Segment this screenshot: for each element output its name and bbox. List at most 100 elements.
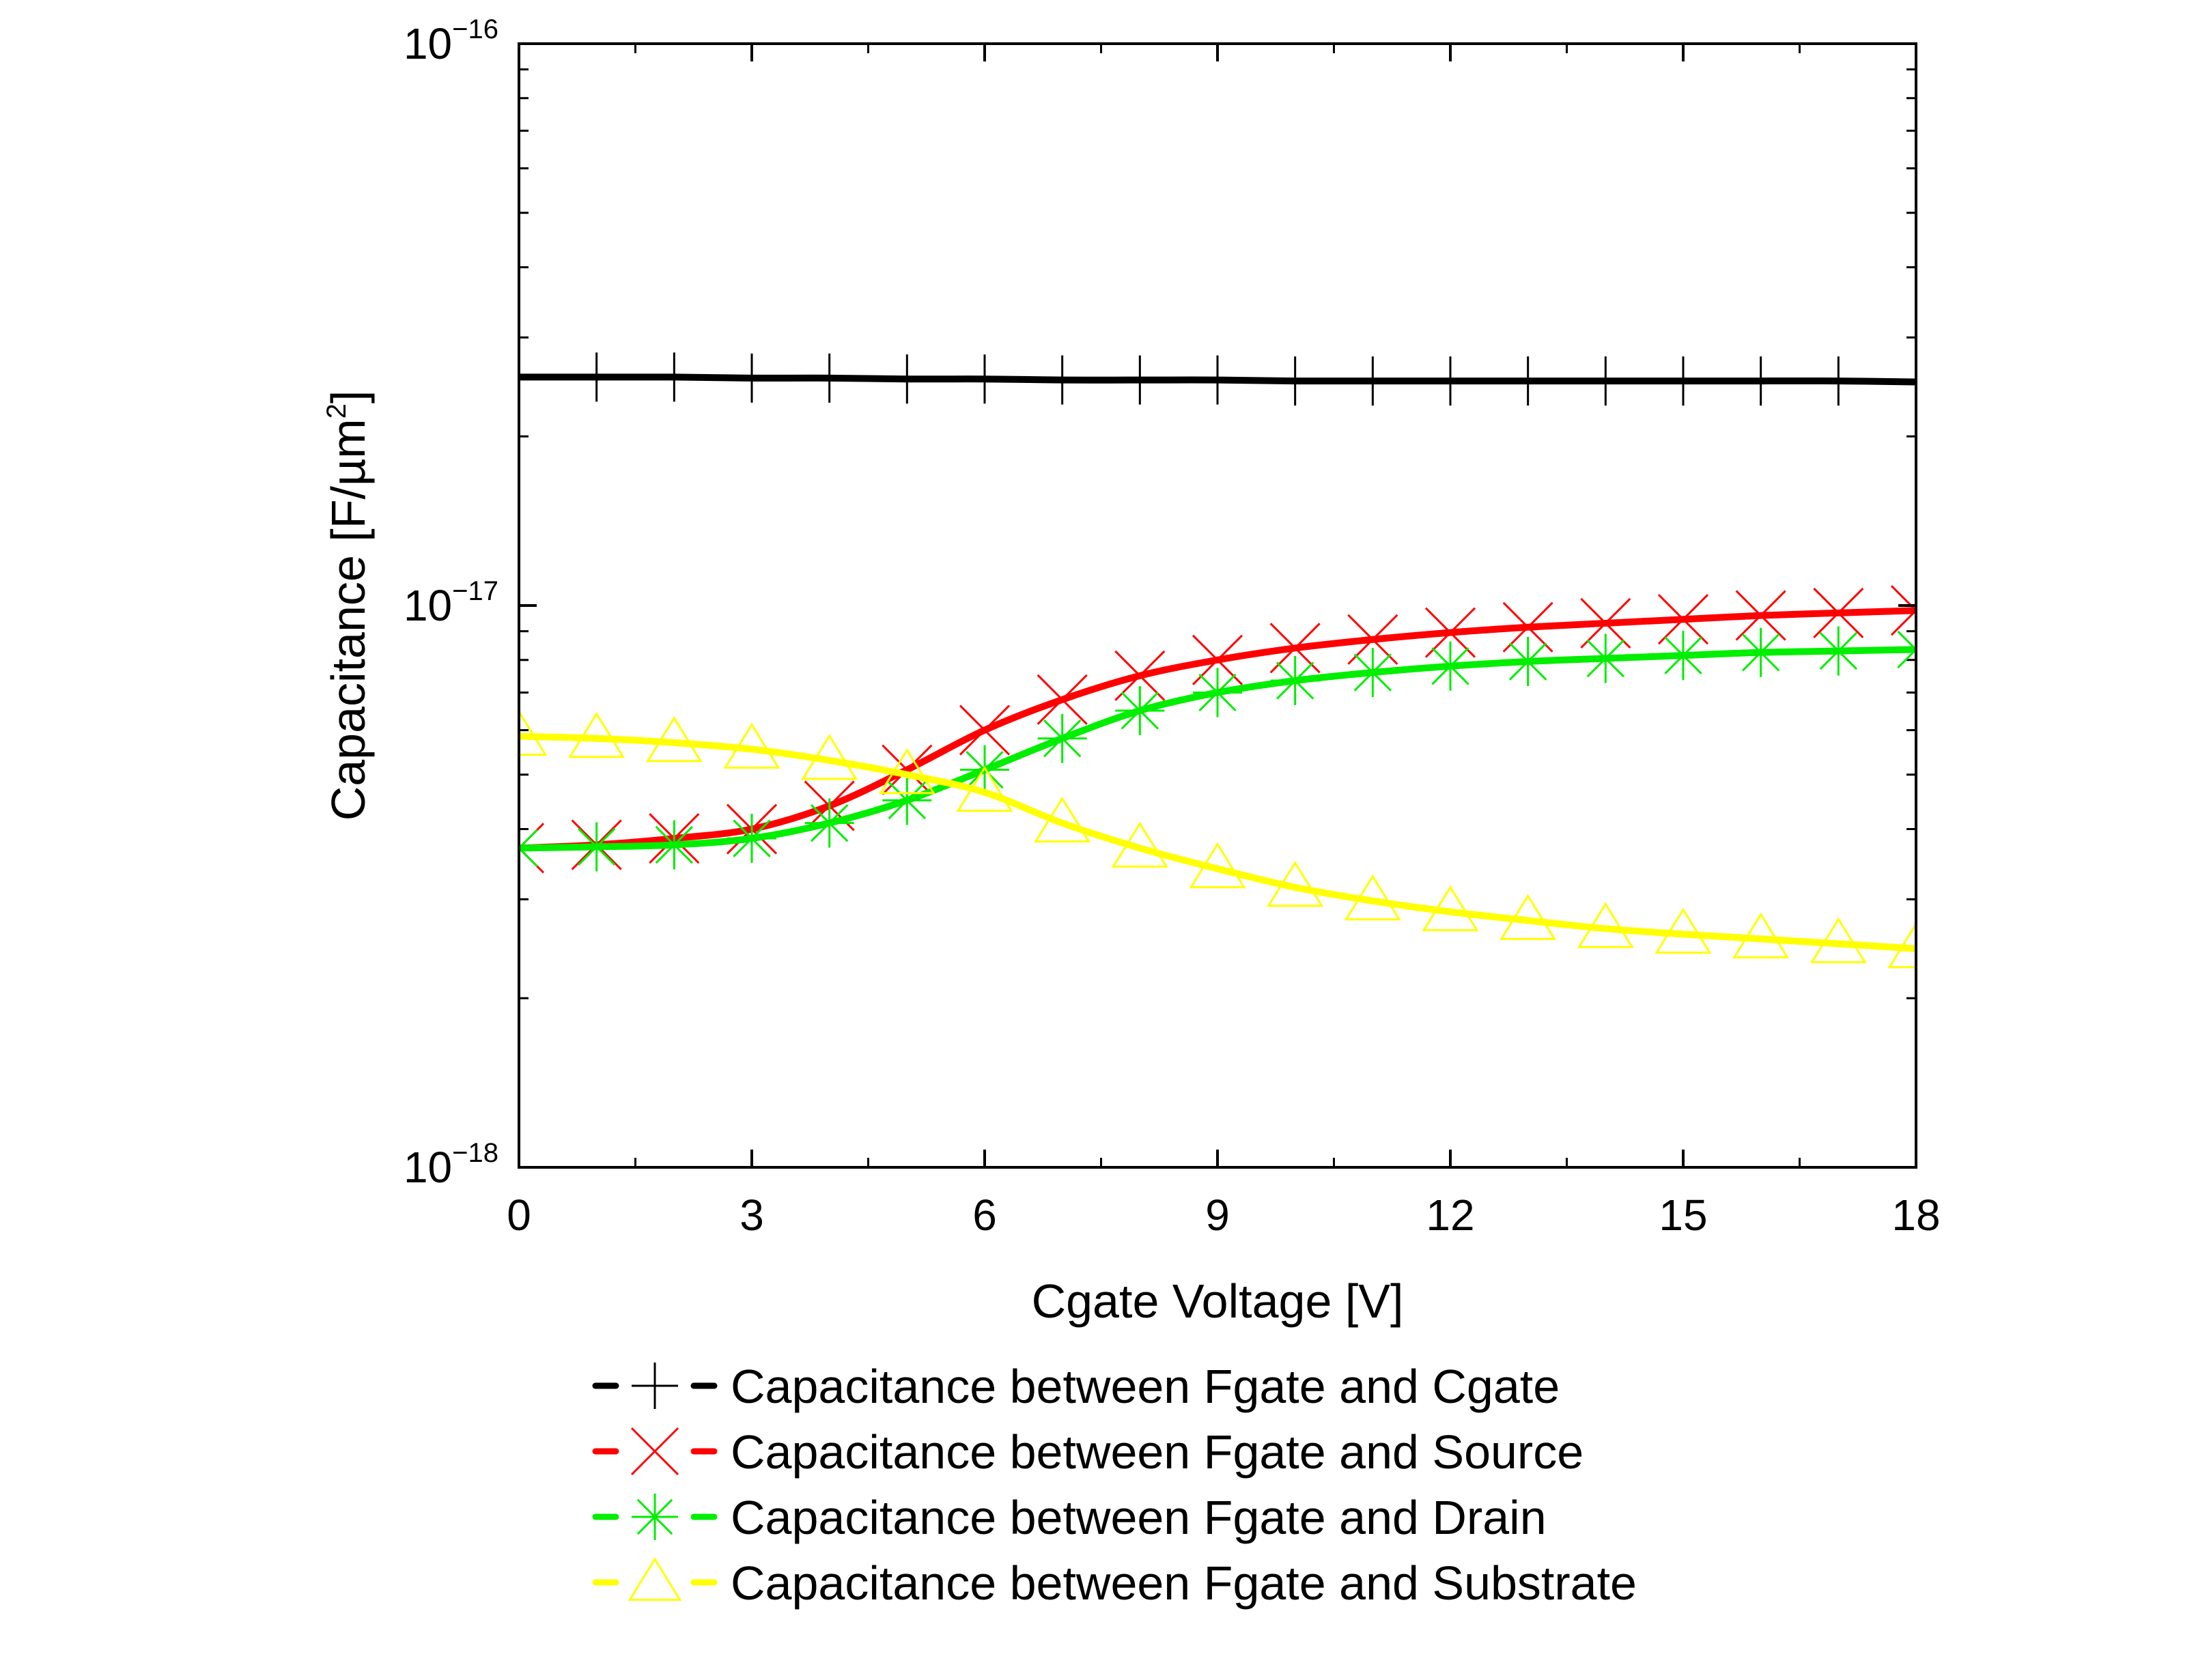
- marker-stroke: [1111, 821, 1168, 868]
- data-point: [1193, 668, 1242, 717]
- marker-stroke: [1819, 631, 1858, 670]
- legend-label: Capacitance between Fgate and Source: [731, 1425, 1583, 1479]
- data-point: [1736, 627, 1786, 677]
- series-3: [519, 625, 1916, 873]
- y-tick-base: 10: [404, 581, 452, 630]
- marker-stroke: [1043, 719, 1082, 758]
- data-point: [1581, 633, 1631, 683]
- legend-item: Capacitance between Fgate and Source: [592, 1425, 1583, 1479]
- data-point: [1890, 585, 1916, 636]
- data-point: [1814, 626, 1863, 676]
- data-point: [1270, 656, 1320, 706]
- data-point: [1270, 356, 1320, 406]
- marker-stroke: [577, 827, 616, 866]
- data-point: [1115, 685, 1165, 735]
- data-point: [804, 353, 854, 403]
- legend-item: Capacitance between Fgate and Cgate: [592, 1360, 1560, 1413]
- marker-stroke: [1586, 639, 1625, 678]
- marker-stroke: [630, 1427, 679, 1476]
- data-point: [1348, 648, 1398, 698]
- marker-stroke: [956, 765, 1013, 812]
- y-tick-exponent: −18: [452, 1138, 498, 1168]
- x-tick-label: 0: [507, 1191, 531, 1240]
- y-axis-label: Capacitance [F/µm2]: [322, 390, 375, 821]
- data-point: [1115, 355, 1165, 405]
- marker-stroke: [1732, 912, 1790, 958]
- data-point: [1814, 356, 1863, 406]
- data-point: [878, 748, 935, 795]
- data-point: [1887, 922, 1916, 969]
- marker-stroke: [1735, 590, 1786, 641]
- data-point: [645, 716, 703, 763]
- data-point: [1810, 917, 1867, 963]
- data-point: [519, 352, 544, 402]
- marker-stroke: [733, 819, 771, 857]
- marker-stroke: [1034, 796, 1091, 843]
- series-4: [519, 709, 1916, 969]
- data-point: [956, 765, 1013, 812]
- marker-stroke: [1344, 874, 1401, 921]
- data-point: [727, 814, 776, 864]
- data-point: [1034, 796, 1091, 843]
- series-1: [519, 352, 1916, 407]
- data-point: [572, 822, 621, 872]
- data-point: [1344, 874, 1401, 921]
- marker-stroke: [1276, 661, 1314, 700]
- marker-stroke: [1813, 587, 1864, 638]
- data-point: [723, 722, 780, 769]
- data-point: [959, 704, 1011, 756]
- marker-stroke: [1422, 885, 1479, 932]
- marker-stroke: [1114, 650, 1166, 701]
- data-point: [649, 352, 699, 402]
- legend-marker: [632, 1363, 678, 1409]
- data-point: [1657, 594, 1709, 645]
- data-point: [960, 354, 1009, 404]
- marker-stroke: [1431, 647, 1469, 685]
- legend-marker: [632, 1494, 678, 1540]
- y-tick-exponent: −16: [452, 14, 498, 44]
- data-point: [519, 709, 548, 756]
- marker-stroke: [519, 829, 538, 850]
- marker-stroke: [888, 781, 927, 820]
- marker-stroke: [1655, 907, 1712, 954]
- marker-stroke: [645, 716, 703, 763]
- y-tick-label: 10−16: [404, 14, 498, 68]
- marker-stroke: [636, 1498, 673, 1535]
- marker-stroke: [1353, 653, 1392, 692]
- marker-stroke: [1502, 601, 1553, 653]
- marker-stroke: [1580, 597, 1631, 649]
- data-point: [1500, 894, 1557, 940]
- marker-stroke: [1741, 633, 1780, 672]
- marker-stroke: [1664, 636, 1702, 674]
- series-line: [519, 732, 1916, 952]
- y-axis-label-sup: 2: [322, 403, 352, 418]
- data-point: [1577, 902, 1634, 948]
- data-point: [882, 744, 933, 795]
- data-point: [1736, 356, 1786, 406]
- data-point: [1580, 597, 1631, 649]
- y-axis-label-close: ]: [322, 390, 375, 403]
- data-point: [1503, 636, 1553, 686]
- y-tick-base: 10: [404, 1143, 452, 1192]
- series-2: [519, 585, 1916, 874]
- x-tick-label: 18: [1891, 1191, 1940, 1240]
- marker-stroke: [1198, 673, 1237, 712]
- data-point: [1655, 907, 1712, 954]
- data-point: [1732, 912, 1790, 958]
- legend-marker: [630, 1427, 679, 1476]
- data-point: [1891, 625, 1916, 674]
- marker-stroke: [878, 748, 935, 795]
- data-point: [1189, 842, 1246, 889]
- data-point: [801, 734, 858, 780]
- data-point: [1659, 356, 1708, 406]
- data-point: [1111, 821, 1168, 868]
- marker-stroke: [810, 803, 849, 842]
- y-tick-base: 10: [404, 19, 452, 68]
- data-point: [1114, 650, 1166, 701]
- data-point: [1422, 885, 1479, 932]
- marker-stroke: [1508, 642, 1547, 681]
- data-point: [1659, 631, 1708, 681]
- legend-marker: [628, 1557, 682, 1601]
- marker-stroke: [568, 711, 625, 758]
